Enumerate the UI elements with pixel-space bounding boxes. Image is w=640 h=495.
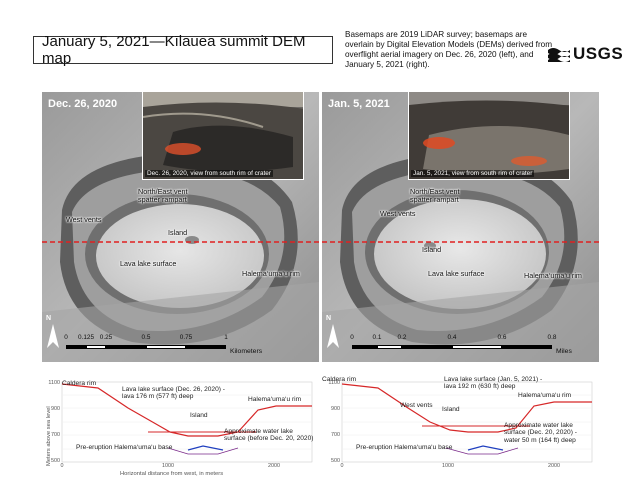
right-photo[interactable]: Jan. 5, 2021, view from south rim of cra…: [408, 92, 570, 180]
left-caldera-rim-label: Caldera rim: [62, 380, 97, 387]
left-scale-tick: 0: [64, 334, 68, 341]
left-photo[interactable]: Dec. 26, 2020, view from south rim of cr…: [142, 92, 304, 180]
right-island-label: Island: [442, 406, 460, 413]
right-ne-vent-label: North/East vent spatter rampart: [410, 187, 460, 204]
left-scale-tick: 0.75: [179, 334, 193, 341]
right-scale-unit: Miles: [556, 348, 572, 355]
left-scale-unit: Kilometers: [230, 348, 263, 355]
left-lava-lake-label: Lava lake surface: [120, 259, 177, 268]
right-ytick: 500: [331, 458, 340, 464]
left-water-label: Approximate water lake surface (before D…: [224, 428, 314, 443]
right-profile-plot: [341, 381, 593, 463]
left-map-date: Dec. 26, 2020: [48, 98, 118, 110]
left-ytick: 1100: [48, 380, 60, 386]
page-title: January 5, 2021—Kīlauea summit DEM map: [33, 33, 333, 67]
right-scale-tick: 0.6: [497, 334, 507, 341]
right-scale-tick: 0: [350, 334, 354, 341]
right-map-date: Jan. 5, 2021: [328, 98, 390, 110]
left-photo-caption: Dec. 26, 2020, view from south rim of cr…: [145, 170, 273, 177]
right-ytick: 900: [331, 406, 340, 412]
right-west-vents-label: West vents: [380, 209, 416, 218]
left-xtick: 1000: [162, 463, 174, 469]
right-water-label: Approximate water lake surface (Dec. 20,…: [504, 422, 577, 444]
right-xtick: 2000: [548, 463, 560, 469]
right-rim-label: Halema‘uma‘u rim: [518, 392, 572, 399]
left-ytick: 700: [51, 432, 60, 438]
usgs-wave-icon: [548, 48, 570, 62]
right-scale-tick: 0.4: [447, 334, 457, 341]
right-xtick: 1000: [442, 463, 454, 469]
left-xtick: 2000: [268, 463, 280, 469]
right-scale-tick: 0.1: [372, 334, 382, 341]
left-island-label: Island: [190, 412, 208, 419]
left-map-panel[interactable]: Dec. 26, 2020, view from south rim of cr…: [42, 92, 319, 362]
left-north-letter: N: [46, 315, 52, 322]
left-xlabel: Horizontal distance from west, in meters: [120, 471, 224, 477]
usgs-logo: USGS: [548, 44, 623, 64]
left-west-vents-label: West vents: [66, 215, 102, 224]
left-rim-label: Halema‘uma‘u rim: [242, 269, 300, 278]
left-island-label: Island: [168, 228, 188, 237]
right-island-label: Island: [422, 245, 442, 254]
right-lake-label: Lava lake surface (Jan. 5, 2021) - lava …: [444, 376, 543, 391]
usgs-logo-text: USGS: [573, 44, 624, 63]
north-arrow-icon: [47, 324, 59, 348]
right-ytick: 1100: [328, 380, 340, 386]
right-xtick: 0: [340, 463, 344, 469]
left-rim-label: Halema‘uma‘u rim: [248, 396, 302, 403]
left-scale-tick: 0.125: [78, 334, 94, 341]
right-base-label: Pre-eruption Halema‘uma‘u base: [356, 444, 453, 451]
right-photo-caption: Jan. 5, 2021, view from south rim of cra…: [411, 170, 535, 177]
left-ytick: 500: [51, 458, 60, 464]
left-ytick: 900: [51, 406, 60, 412]
left-lake-label: Lava lake surface (Dec. 26, 2020) - lava…: [122, 386, 225, 401]
right-west-vents-label: West vents: [400, 402, 433, 409]
right-map-panel[interactable]: Jan. 5, 2021, view from south rim of cra…: [322, 92, 599, 362]
left-scale-tick: 1: [224, 334, 228, 341]
left-scale-tick: 0.25: [99, 334, 113, 341]
left-scale-tick: 0.5: [141, 334, 151, 341]
right-ytick: 700: [331, 432, 340, 438]
right-north-letter: N: [326, 315, 332, 322]
right-scale-tick: 0.8: [547, 334, 557, 341]
right-caldera-rim-label: Caldera rim: [322, 376, 357, 383]
left-ne-vent-label: North/East vent spatter rampart: [138, 187, 188, 204]
right-profile: Caldera rim Lava lake surface (Jan. 5, 2…: [318, 370, 608, 492]
left-profile: Caldera rim Lava lake surface (Dec. 26, …: [38, 370, 328, 492]
right-rim-label: Halema‘uma‘u rim: [524, 271, 582, 280]
left-base-label: Pre-eruption Halema‘uma‘u base: [76, 444, 173, 451]
right-lava-lake-label: Lava lake surface: [428, 269, 485, 278]
left-xtick: 0: [60, 463, 64, 469]
right-scale-tick: 0.2: [397, 334, 407, 341]
basemap-note: Basemaps are 2019 LiDAR survey; basemaps…: [345, 30, 553, 69]
north-arrow-icon: [327, 324, 339, 348]
left-profile-plot: [61, 381, 313, 463]
